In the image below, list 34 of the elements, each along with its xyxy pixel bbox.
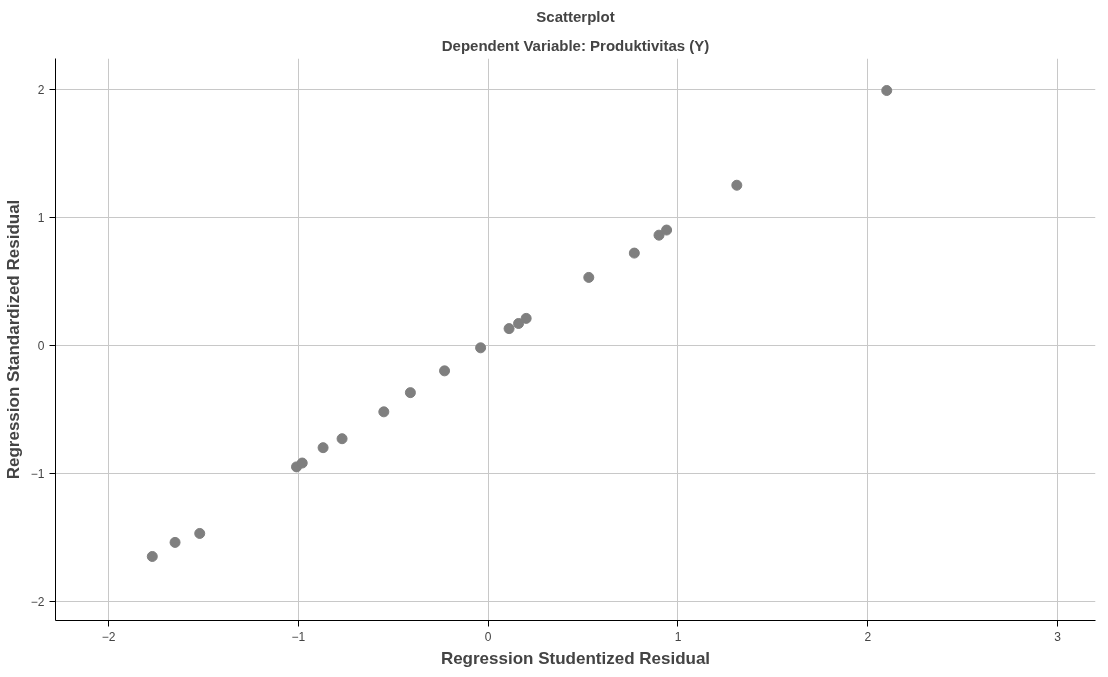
x-tick-label: −1 — [291, 629, 306, 644]
point — [475, 342, 487, 354]
chart-title: Scatterplot — [536, 7, 615, 25]
point — [378, 406, 390, 418]
point — [317, 442, 329, 454]
point — [731, 179, 743, 191]
y-axis-title: Regression Standardized Residual — [3, 199, 23, 480]
x-tick-label: 0 — [484, 629, 492, 644]
point — [653, 229, 665, 241]
y-tick-label: 2 — [37, 82, 45, 97]
y-tick-label: 1 — [37, 210, 45, 225]
point — [169, 536, 181, 548]
point — [513, 318, 525, 329]
point — [194, 527, 206, 539]
x-tick-label: 1 — [674, 629, 682, 644]
point — [628, 247, 640, 259]
x-axis-title: Regression Studentized Residual — [440, 648, 711, 668]
point — [661, 224, 673, 236]
x-tick-label: −2 — [101, 629, 116, 644]
point — [583, 271, 595, 283]
point — [503, 323, 515, 335]
y-tick-label: 0 — [37, 338, 45, 353]
y-tick-label: −1 — [30, 466, 45, 481]
chart-subtitle: Dependent Variable: Produktivitas (Y) — [441, 36, 710, 54]
point — [439, 365, 451, 377]
point — [296, 457, 308, 469]
point — [404, 387, 416, 399]
point — [520, 312, 532, 324]
point — [336, 433, 348, 445]
x-tick-label: 2 — [864, 629, 872, 644]
point — [146, 551, 158, 562]
point — [881, 85, 893, 96]
y-tick-label: −2 — [30, 594, 45, 609]
x-tick-label: 3 — [1054, 629, 1062, 644]
